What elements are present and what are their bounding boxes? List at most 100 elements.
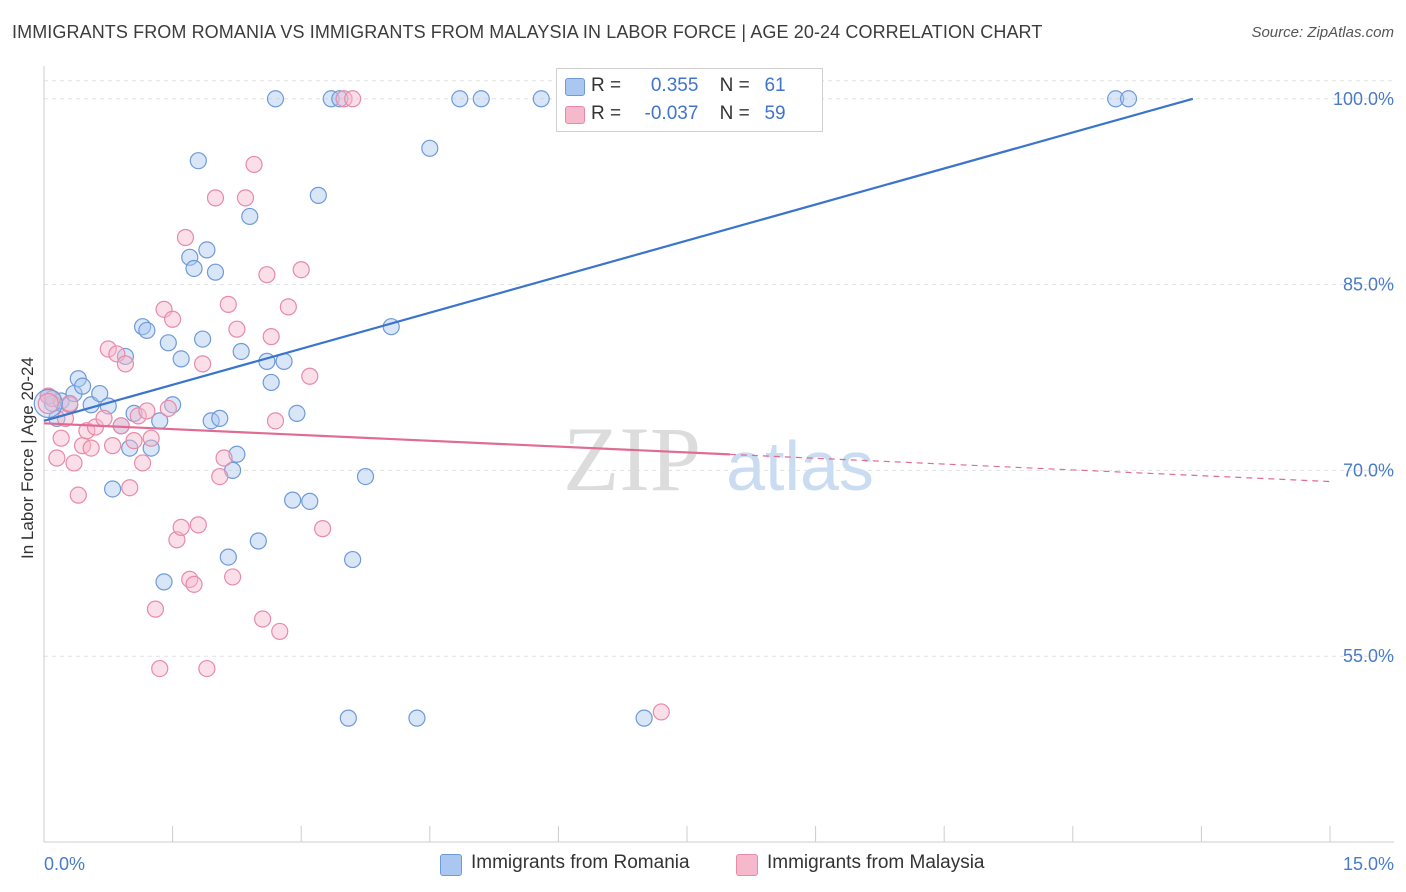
malaysia-point-6[interactable] xyxy=(65,454,83,472)
romania-point-39[interactable] xyxy=(262,373,280,392)
romania-point-40[interactable] xyxy=(266,90,285,108)
malaysia-point-40[interactable] xyxy=(219,295,237,313)
y-tick-label-3: 55.0% xyxy=(1343,646,1394,666)
romania-point-54[interactable] xyxy=(451,90,469,108)
romania-point-24[interactable] xyxy=(181,248,199,266)
romania-point-55[interactable] xyxy=(472,90,490,108)
romania-point-52[interactable] xyxy=(408,709,426,727)
romania-point-49[interactable] xyxy=(344,550,362,569)
romania-point-57[interactable] xyxy=(635,709,653,727)
romania-point-18[interactable] xyxy=(142,439,160,457)
malaysia-point-43[interactable] xyxy=(236,189,255,207)
romania-point-26[interactable] xyxy=(189,152,207,170)
legend-r-value-malaysia: -0.037 xyxy=(644,103,699,124)
romania-point-58[interactable] xyxy=(1107,90,1125,108)
malaysia-point-17[interactable] xyxy=(116,355,135,373)
malaysia-point-46[interactable] xyxy=(258,266,276,284)
malaysia-trend-line xyxy=(43,422,730,456)
malaysia-point-33[interactable] xyxy=(185,575,203,593)
malaysia-point-53[interactable] xyxy=(314,520,332,538)
romania-point-25[interactable] xyxy=(185,259,203,278)
romania-trend-line xyxy=(43,97,1194,422)
watermark: ZIP atlas xyxy=(563,408,874,510)
romania-point-48[interactable] xyxy=(339,709,357,727)
malaysia-point-10[interactable] xyxy=(82,439,100,457)
malaysia-point-35[interactable] xyxy=(194,355,212,373)
malaysia-point-37[interactable] xyxy=(206,189,225,207)
romania-point-36[interactable] xyxy=(241,207,259,226)
malaysia-point-25[interactable] xyxy=(151,659,169,678)
romania-point-56[interactable] xyxy=(532,90,550,108)
malaysia-point-42[interactable] xyxy=(228,320,246,338)
malaysia-point-55[interactable] xyxy=(344,90,362,108)
malaysia-point-3[interactable] xyxy=(52,429,70,447)
malaysia-point-56[interactable] xyxy=(652,703,670,721)
malaysia-point-18[interactable] xyxy=(121,479,139,497)
romania-point-45[interactable] xyxy=(309,186,327,204)
source-credit: Source: ZipAtlas.com xyxy=(1251,24,1394,41)
malaysia-point-21[interactable] xyxy=(133,454,152,472)
malaysia-point-12[interactable] xyxy=(95,409,113,427)
malaysia-point-52[interactable] xyxy=(301,367,319,385)
malaysia-point-2[interactable] xyxy=(48,449,66,467)
malaysia-point-22[interactable] xyxy=(138,402,156,420)
romania-point-37[interactable] xyxy=(249,532,267,550)
romania-point-53[interactable] xyxy=(421,139,439,157)
romania-point-7[interactable] xyxy=(73,377,92,395)
malaysia-point-23[interactable] xyxy=(142,429,160,447)
romania-point-35[interactable] xyxy=(232,342,250,361)
x-tick-label-0: 0.0% xyxy=(44,854,85,874)
romania-point-17[interactable] xyxy=(138,321,156,340)
romania-point-31[interactable] xyxy=(211,409,229,427)
malaysia-point-44[interactable] xyxy=(245,155,263,174)
malaysia-point-45[interactable] xyxy=(254,610,272,628)
legend-item-romania[interactable]: Immigrants from Romania xyxy=(440,852,690,876)
romania-point-11[interactable] xyxy=(103,480,122,498)
romania-point-47[interactable] xyxy=(331,90,349,108)
romania-point-21[interactable] xyxy=(159,334,177,352)
malaysia-point-51[interactable] xyxy=(292,261,310,279)
legend-n-label: N = xyxy=(719,103,750,124)
malaysia-point-5[interactable] xyxy=(61,394,79,413)
romania-point-50[interactable] xyxy=(356,467,375,486)
malaysia-point-49[interactable] xyxy=(271,622,289,641)
malaysia-point-13[interactable] xyxy=(99,340,117,358)
trend-lines xyxy=(43,97,1331,483)
malaysia-point-50[interactable] xyxy=(279,298,297,316)
malaysia-point-30[interactable] xyxy=(172,518,190,536)
malaysia-point-20[interactable] xyxy=(129,407,147,425)
malaysia-point-9[interactable] xyxy=(78,422,96,440)
romania-point-20[interactable] xyxy=(155,573,173,591)
malaysia-point-14[interactable] xyxy=(103,437,122,455)
romania-point-43[interactable] xyxy=(288,404,306,423)
malaysia-point-36[interactable] xyxy=(198,659,216,678)
malaysia-point-24[interactable] xyxy=(146,600,165,618)
legend-row-romania: R = 0.355 N = 61 xyxy=(565,75,795,97)
legend-item-malaysia[interactable]: Immigrants from Malaysia xyxy=(736,852,985,876)
romania-point-34[interactable] xyxy=(228,445,246,463)
romania-point-59[interactable] xyxy=(1119,90,1138,108)
malaysia-point-28[interactable] xyxy=(164,310,182,328)
malaysia-point-38[interactable] xyxy=(211,467,229,486)
romania-point-44[interactable] xyxy=(301,492,319,510)
malaysia-point-31[interactable] xyxy=(176,228,195,247)
watermark-atlas: atlas xyxy=(726,427,874,505)
legend-r-value-romania: 0.355 xyxy=(650,75,699,96)
romania-point-42[interactable] xyxy=(284,491,302,509)
malaysia-point-27[interactable] xyxy=(159,399,177,418)
romania-point-28[interactable] xyxy=(198,241,216,259)
romania-point-32[interactable] xyxy=(219,548,237,566)
malaysia-point-39[interactable] xyxy=(215,449,233,467)
malaysia-cluster-point[interactable] xyxy=(37,392,59,415)
malaysia-point-48[interactable] xyxy=(266,412,285,430)
romania-point-9[interactable] xyxy=(91,384,109,403)
romania-point-30[interactable] xyxy=(206,263,225,281)
malaysia-point-7[interactable] xyxy=(69,486,87,504)
malaysia-point-47[interactable] xyxy=(262,328,280,346)
romania-point-27[interactable] xyxy=(194,330,212,348)
malaysia-point-34[interactable] xyxy=(189,516,207,534)
malaysia-point-41[interactable] xyxy=(224,568,242,586)
legend-label-malaysia: Immigrants from Malaysia xyxy=(767,852,985,873)
romania-point-23[interactable] xyxy=(172,350,190,368)
malaysia-point-19[interactable] xyxy=(125,432,143,450)
